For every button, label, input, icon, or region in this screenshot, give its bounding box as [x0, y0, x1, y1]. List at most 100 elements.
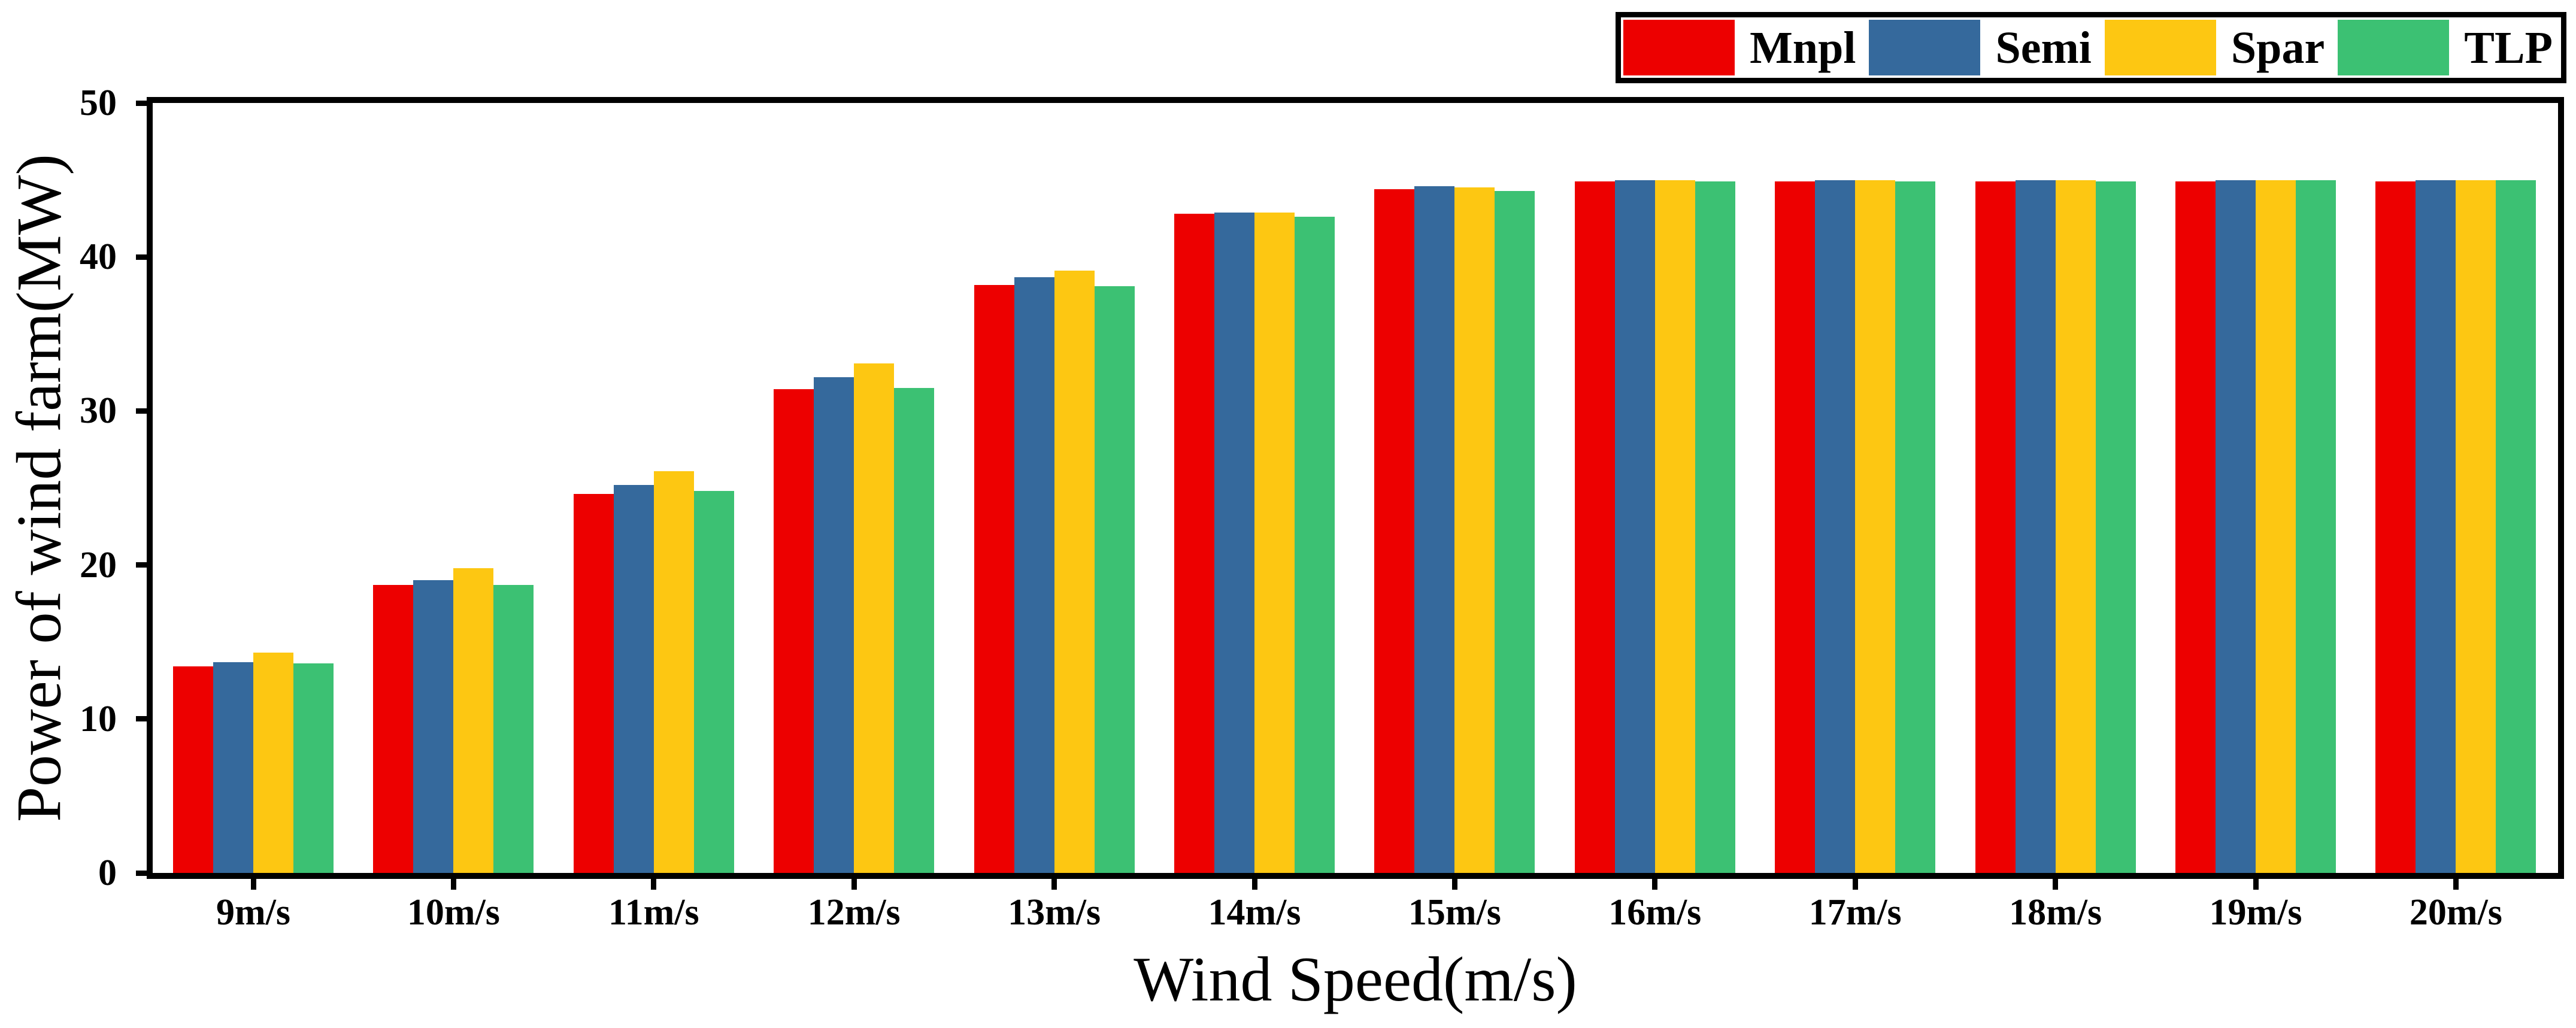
plot-area: 9m/s 10m/s 11m/s 12m/s 13m/s 14m/s 15m/s 16m/s 1… [80, 83, 2564, 933]
legend-swatch-tlp-icon [2338, 20, 2450, 75]
bar-spar-13ms [1054, 271, 1095, 873]
y-tick-30 [136, 408, 147, 414]
bar-spar-17ms [1855, 180, 1896, 873]
bar-mnpl-13ms [974, 284, 1014, 873]
bar-spar-12ms [854, 363, 895, 873]
legend-swatch-semi-icon [1869, 20, 1981, 75]
bar-semi-17ms [1815, 180, 1856, 873]
x-tick-label-9ms: 9m/s [216, 892, 290, 933]
bar-tlp-16ms [1695, 181, 1735, 873]
x-tick-label-13ms: 13m/s [1008, 892, 1101, 933]
x-tick-label-12ms: 12m/s [807, 892, 901, 933]
bar-tlp-17ms [1895, 181, 1936, 873]
legend-label-mnpl: Mnpl [1750, 22, 1856, 73]
legend-label-semi: Semi [1995, 22, 2092, 73]
bar-spar-18ms [2055, 180, 2096, 873]
bar-semi-19ms [2216, 180, 2256, 873]
x-tick-14ms [1251, 879, 1257, 890]
x-tick-label-14ms: 14m/s [1208, 892, 1301, 933]
bar-mnpl-16ms [1574, 181, 1615, 873]
bar-semi-10ms [413, 580, 454, 873]
bar-mnpl-19ms [2175, 181, 2216, 873]
bar-tlp-10ms [493, 585, 534, 873]
legend-item-spar: Spar [2104, 20, 2325, 75]
bar-mnpl-15ms [1374, 189, 1415, 873]
legend-label-tlp: TLP [2464, 22, 2553, 73]
y-tick-label-0: 0 [98, 853, 117, 893]
x-tick-label-10ms: 10m/s [407, 892, 500, 933]
bar-spar-20ms [2456, 180, 2496, 873]
bar-semi-20ms [2416, 180, 2456, 873]
y-tick-label-40: 40 [80, 236, 117, 278]
bar-semi-15ms [1414, 186, 1455, 873]
legend-item-tlp: TLP [2338, 20, 2553, 75]
x-tick-16ms [1652, 879, 1658, 890]
x-tick-13ms [1051, 879, 1057, 890]
bar-spar-19ms [2256, 180, 2296, 873]
bar-tlp-20ms [2496, 180, 2536, 873]
bar-tlp-13ms [1094, 286, 1135, 873]
y-tick-40 [136, 254, 147, 260]
bar-tlp-15ms [1495, 190, 1535, 873]
bar-tlp-11ms [693, 491, 734, 873]
bar-spar-16ms [1654, 180, 1695, 873]
y-tick-label-20: 20 [80, 544, 117, 586]
y-tick-20 [136, 562, 147, 568]
y-tick-label-10: 10 [80, 698, 117, 739]
bar-semi-13ms [1014, 277, 1054, 873]
bar-spar-15ms [1454, 187, 1495, 873]
bar-spar-14ms [1254, 212, 1295, 873]
y-tick-50 [136, 100, 147, 106]
y-tick-label-50: 50 [80, 83, 117, 123]
bar-semi-11ms [613, 484, 654, 873]
legend-swatch-spar-icon [2104, 20, 2216, 75]
bar-tlp-12ms [894, 387, 935, 873]
x-tick-label-18ms: 18m/s [2009, 892, 2102, 933]
x-axis-title: Wind Speed(m/s) [1134, 944, 1577, 1014]
bar-mnpl-17ms [1775, 181, 1816, 873]
x-tick-label-19ms: 19m/s [2209, 892, 2302, 933]
x-tick-12ms [851, 879, 857, 890]
bar-semi-12ms [814, 377, 854, 873]
bar-tlp-19ms [2296, 180, 2336, 873]
x-tick-19ms [2253, 879, 2259, 890]
bar-mnpl-20ms [2375, 181, 2416, 873]
bar-mnpl-18ms [1975, 181, 2016, 873]
bar-mnpl-10ms [373, 585, 414, 873]
x-tick-label-16ms: 16m/s [1608, 892, 1702, 933]
bar-semi-18ms [2015, 180, 2056, 873]
bar-mnpl-11ms [573, 494, 614, 873]
x-tick-15ms [1451, 879, 1457, 890]
x-tick-18ms [2053, 879, 2059, 890]
legend-item-semi: Semi [1869, 20, 2092, 75]
x-tick-9ms [250, 879, 256, 890]
legend-swatch-mnpl-icon [1623, 20, 1735, 75]
bar-mnpl-9ms [173, 666, 213, 873]
bar-spar-11ms [653, 471, 694, 873]
x-tick-10ms [450, 879, 456, 890]
bar-tlp-14ms [1295, 217, 1335, 873]
bar-tlp-9ms [293, 663, 334, 873]
legend: Mnpl Semi Spar TLP [1616, 12, 2566, 83]
x-tick-label-20ms: 20m/s [2409, 892, 2502, 933]
y-tick-label-30: 30 [80, 390, 117, 432]
x-tick-label-11ms: 11m/s [608, 892, 699, 933]
y-tick-10 [136, 716, 147, 722]
plot-inner: 9m/s 10m/s 11m/s 12m/s 13m/s 14m/s 15m/s 16m/s 1… [80, 83, 2558, 933]
bar-semi-16ms [1614, 180, 1655, 873]
bar-spar-9ms [253, 653, 293, 873]
x-tick-20ms [2453, 879, 2459, 890]
legend-item-mnpl: Mnpl [1623, 20, 1856, 75]
x-tick-label-17ms: 17m/s [1808, 892, 1902, 933]
bar-spar-10ms [453, 568, 494, 873]
bar-semi-14ms [1214, 212, 1254, 873]
x-tick-label-15ms: 15m/s [1408, 892, 1501, 933]
bar-mnpl-14ms [1174, 214, 1214, 873]
y-tick-0 [136, 870, 147, 876]
x-tick-17ms [1852, 879, 1858, 890]
legend-label-spar: Spar [2230, 22, 2325, 73]
x-tick-11ms [651, 879, 657, 890]
bar-tlp-18ms [2095, 181, 2136, 873]
bar-mnpl-12ms [774, 389, 814, 873]
